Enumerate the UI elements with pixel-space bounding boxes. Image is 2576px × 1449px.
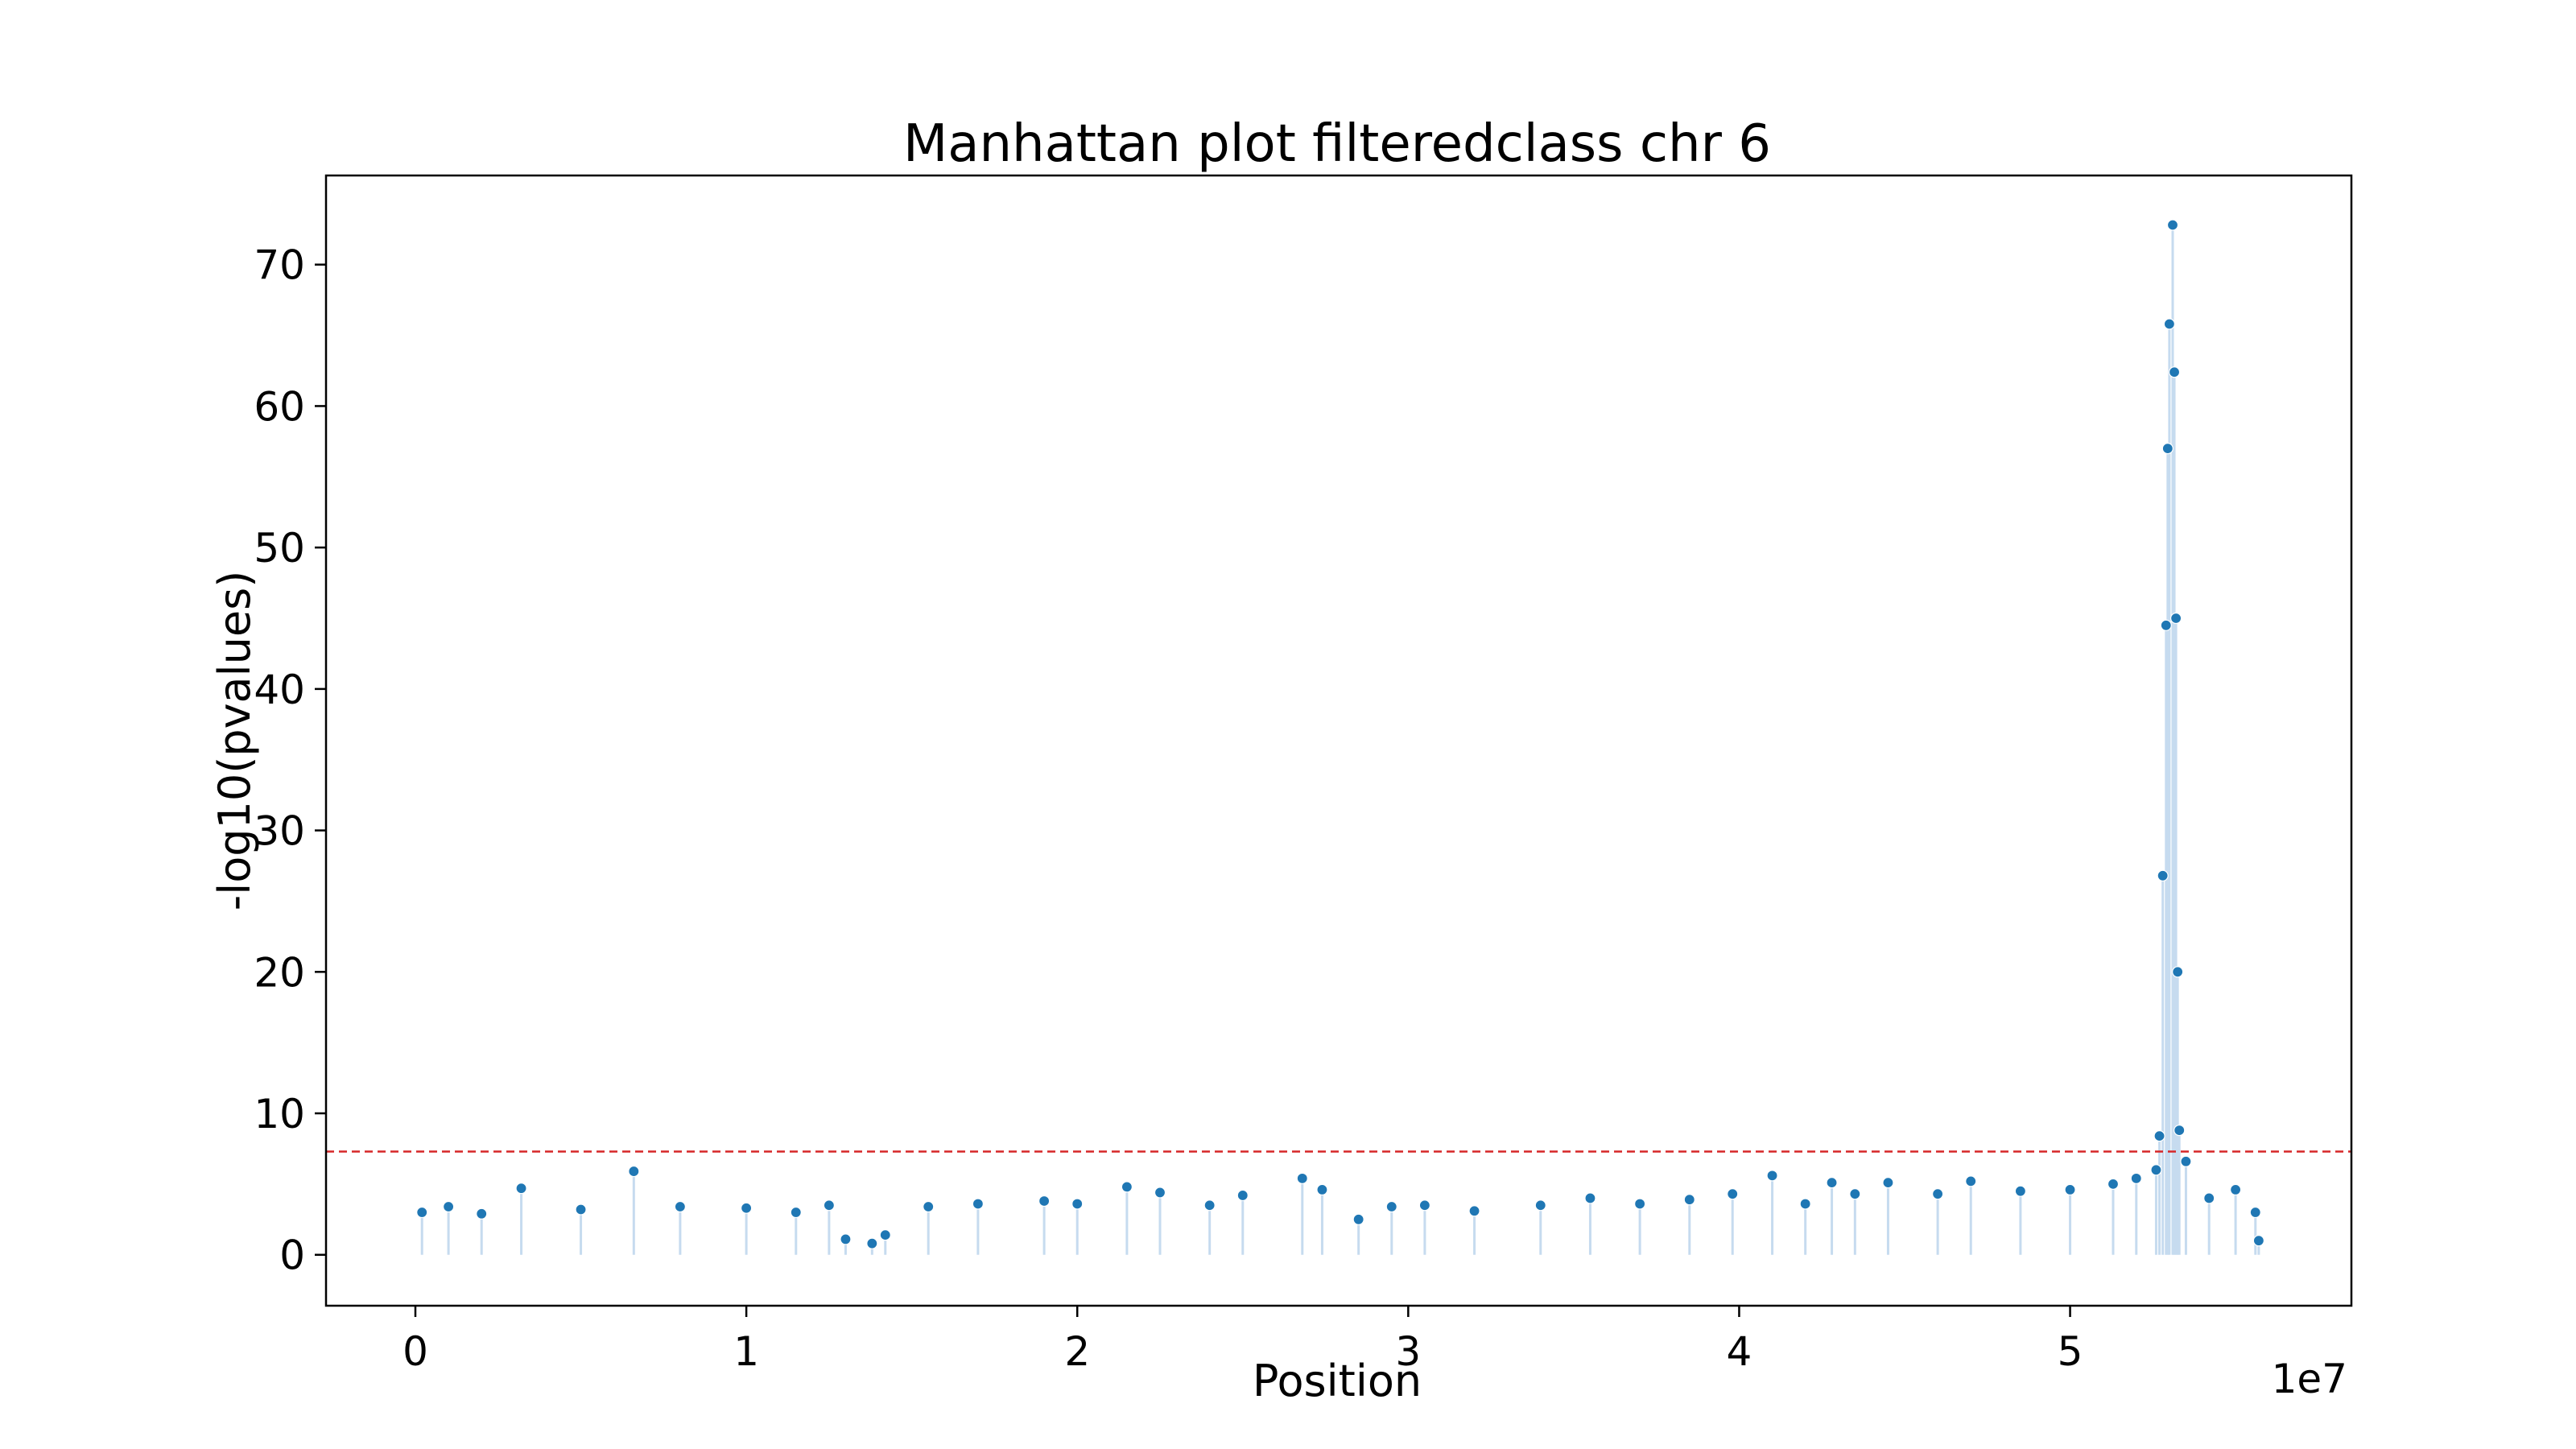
data-point — [2230, 1183, 2242, 1196]
y-tick-label: 10 — [254, 1091, 305, 1137]
data-point — [2157, 869, 2169, 881]
data-point — [879, 1229, 891, 1241]
y-tick-label: 20 — [254, 949, 305, 996]
chart-title: Manhattan plot filteredclass chr 6 — [903, 114, 1771, 174]
data-point — [476, 1208, 488, 1220]
data-point — [1154, 1187, 1166, 1199]
data-point — [2252, 1235, 2264, 1247]
data-point — [1634, 1198, 1646, 1210]
data-point — [2172, 966, 2184, 978]
data-point — [2014, 1185, 2026, 1197]
data-point — [1418, 1199, 1430, 1212]
data-point — [2161, 443, 2174, 455]
data-point — [2249, 1206, 2261, 1219]
stems-layer — [420, 225, 2260, 1255]
x-tick-label: 5 — [2058, 1328, 2083, 1375]
x-tick-label: 4 — [1727, 1328, 1752, 1375]
data-point — [1882, 1177, 1894, 1189]
data-point — [2170, 612, 2182, 625]
data-point — [1468, 1205, 1480, 1217]
y-tick-label: 0 — [279, 1232, 305, 1279]
data-point — [2150, 1164, 2162, 1176]
data-point — [2168, 366, 2181, 378]
y-tick-label: 40 — [254, 667, 305, 713]
data-point — [1352, 1213, 1364, 1225]
data-point — [1766, 1170, 1778, 1182]
data-point — [1316, 1183, 1328, 1196]
data-point — [515, 1183, 527, 1195]
data-point — [1932, 1188, 1944, 1200]
data-point — [2064, 1183, 2076, 1196]
y-axis-label: -log10(pvalues) — [209, 571, 260, 911]
data-point — [1584, 1192, 1596, 1204]
x-axis-offset-label: 1e7 — [2272, 1356, 2347, 1402]
data-point — [790, 1206, 802, 1219]
data-point — [1799, 1198, 1811, 1210]
y-axis: 0 10 20 30 40 50 60 70 — [254, 242, 326, 1279]
y-tick-label: 70 — [254, 242, 305, 289]
data-point — [1121, 1181, 1133, 1193]
data-point — [866, 1237, 878, 1249]
y-tick-label: 30 — [254, 808, 305, 855]
data-point — [1534, 1199, 1546, 1212]
data-point — [2163, 318, 2175, 330]
data-point — [2153, 1130, 2165, 1142]
data-point — [575, 1203, 587, 1216]
data-point — [741, 1202, 753, 1214]
points-layer — [416, 219, 2264, 1249]
data-point — [1849, 1188, 1861, 1200]
data-point — [1385, 1200, 1397, 1213]
data-point — [1965, 1175, 1977, 1187]
x-tick-label: 2 — [1064, 1328, 1090, 1375]
data-point — [443, 1200, 455, 1213]
data-point — [1203, 1199, 1216, 1212]
x-tick-label: 0 — [402, 1328, 428, 1375]
y-tick-label: 60 — [254, 383, 305, 430]
data-point — [823, 1199, 835, 1212]
data-point — [1826, 1177, 1838, 1189]
data-point — [2166, 219, 2179, 231]
data-point — [972, 1198, 984, 1210]
data-point — [1071, 1198, 1084, 1210]
data-point — [2180, 1155, 2192, 1167]
data-point — [1038, 1195, 1051, 1208]
data-point — [2130, 1172, 2142, 1184]
data-point — [1236, 1189, 1249, 1202]
data-point — [2203, 1192, 2215, 1204]
data-point — [674, 1200, 686, 1213]
x-axis: 0 1 2 3 4 5 — [402, 1306, 2083, 1375]
x-tick-label: 3 — [1395, 1328, 1421, 1375]
data-point — [1727, 1188, 1739, 1200]
data-point — [923, 1200, 935, 1213]
data-point — [628, 1165, 640, 1178]
y-tick-label: 50 — [254, 525, 305, 572]
data-point — [416, 1206, 428, 1219]
data-point — [2160, 619, 2172, 631]
x-axis-label: Position — [1253, 1356, 1422, 1406]
data-point — [1296, 1172, 1308, 1184]
x-tick-label: 1 — [733, 1328, 759, 1375]
data-point — [2107, 1178, 2120, 1190]
data-point — [1683, 1194, 1695, 1206]
data-point — [840, 1233, 852, 1245]
plot-frame — [324, 174, 2353, 1307]
data-point — [2174, 1125, 2186, 1137]
